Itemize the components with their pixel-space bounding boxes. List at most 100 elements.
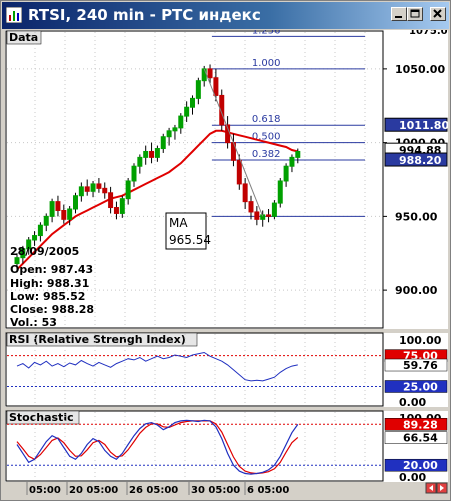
maximize-icon [410, 9, 420, 18]
candle-body [166, 130, 172, 138]
info-date: 28/09/2005 [10, 245, 79, 258]
bar-info: 28/09/2005 Open: 987.43 High: 988.31 Low… [10, 245, 94, 329]
candle-body [84, 186, 90, 192]
candle-body [172, 127, 178, 132]
stochastic-d-line [16, 420, 299, 475]
candle-body [125, 180, 131, 200]
candle-body [113, 207, 119, 214]
osc-last-value-label: 59.76 [403, 359, 438, 372]
candle-body [195, 80, 201, 99]
rsi-panel-label: RSI (Relative Strengh Index) [9, 333, 186, 346]
candle-body [219, 94, 225, 126]
panel-splitter-1[interactable] [5, 329, 448, 333]
candle-body [248, 201, 254, 213]
maximize-button[interactable] [407, 7, 423, 21]
price-panel-label: Data [9, 31, 38, 44]
price-axis-label: 950.00 [395, 210, 438, 223]
price-marker-label: 988.20 [399, 154, 442, 167]
candle-body [43, 215, 49, 226]
candle-body [55, 201, 61, 211]
candle-body [184, 106, 190, 117]
stochastic-panel-label: Stochastic [9, 411, 74, 424]
time-axis-label: 6 05:00 [247, 485, 289, 495]
candlesticks [14, 64, 301, 273]
time-axis-label: 30 05:00 [191, 485, 240, 495]
candle-body [254, 211, 260, 220]
candle-body [90, 183, 96, 192]
candle-body [137, 156, 143, 167]
candle-body [96, 183, 102, 189]
rsi-grid [7, 334, 382, 405]
candle-body [236, 159, 242, 185]
rsi-panel: RSI (Relative Strengh Index) 100.000.007… [5, 329, 448, 409]
time-axis-label: 20 05:00 [69, 485, 118, 495]
candle-body [201, 68, 207, 82]
price-axis-clip-label: 1075.00 [409, 30, 448, 37]
info-close: Close: 988.28 [10, 303, 94, 316]
candle-body [271, 202, 277, 217]
candle-body [213, 77, 219, 96]
candle-body [143, 150, 149, 158]
candle-body [49, 201, 55, 217]
osc-last-value-label: 66.54 [403, 432, 438, 445]
fibonacci-trend-line [203, 68, 264, 217]
candle-body [277, 180, 283, 204]
time-axis: 05:00 20 05:00 26 05:00 30 05:00 6 05:00 [5, 482, 448, 495]
candle-body [32, 235, 38, 241]
close-icon [433, 9, 442, 18]
minimize-button[interactable] [391, 7, 407, 21]
osc-axis-label: 0.00 [399, 396, 426, 409]
rsi-line [16, 351, 298, 382]
panel-splitter-2[interactable] [5, 407, 448, 411]
fibonacci-level-label: 1.000 [252, 58, 281, 69]
window-title: RTSI, 240 min - РТС индекс [28, 6, 261, 24]
osc-level-marker-bg [384, 418, 448, 431]
price-axis-label: 1050.00 [395, 63, 445, 76]
scroll-buttons [425, 482, 448, 494]
stochastic-k-line [16, 419, 299, 475]
rsi-panel-label-bg [6, 332, 198, 347]
price-axis: 1075.001050.001000.00950.00900.001011.80… [383, 30, 448, 297]
ma-callout: MA 965.54 [165, 212, 211, 250]
candle-body [260, 214, 266, 220]
osc-axis-label: 100.00 [399, 334, 442, 347]
candle-body [131, 165, 137, 182]
fibonacci-level-label: 1.256 [252, 30, 281, 36]
info-low: Low: 985.52 [10, 290, 85, 303]
time-axis-label: 05:00 [29, 485, 61, 495]
time-axis-bg [5, 482, 448, 495]
candle-body [108, 192, 114, 209]
candle-body [207, 68, 213, 79]
candle-body [26, 239, 32, 250]
candle-body [190, 97, 195, 108]
price-marker-bg [384, 152, 448, 167]
candle-body [78, 186, 84, 197]
candle-body [73, 195, 78, 210]
price-plot-frame [5, 30, 384, 329]
candle-body [160, 136, 166, 150]
fibonacci-level-label: 0.500 [252, 132, 281, 143]
moving-average-line [16, 129, 299, 271]
candle-body [14, 257, 20, 265]
candle-body [20, 248, 26, 259]
osc-level-marker-bg [384, 458, 448, 472]
arrow-right-icon [440, 485, 444, 491]
candle-body [149, 150, 155, 158]
ma-callout-value: 965.54 [169, 233, 211, 247]
chart-area: Data 1.256 1.000 0.618 0.500 0.382 1075.00 10… [5, 30, 448, 495]
info-high: High: 988.31 [10, 277, 89, 290]
price-axis-label: 900.00 [395, 284, 438, 297]
fibonacci-level-label: 0.618 [252, 114, 281, 125]
close-button[interactable] [430, 7, 446, 21]
price-marker-bg [384, 117, 448, 132]
title-bar[interactable]: RTSI, 240 min - РТС индекс [2, 2, 449, 29]
candle-body [154, 148, 160, 158]
osc-last-value-bg [384, 431, 448, 444]
candle-body [266, 214, 272, 217]
candle-body [295, 150, 301, 158]
info-vol: Vol.: 53 [10, 316, 57, 329]
candle-body [119, 198, 125, 214]
